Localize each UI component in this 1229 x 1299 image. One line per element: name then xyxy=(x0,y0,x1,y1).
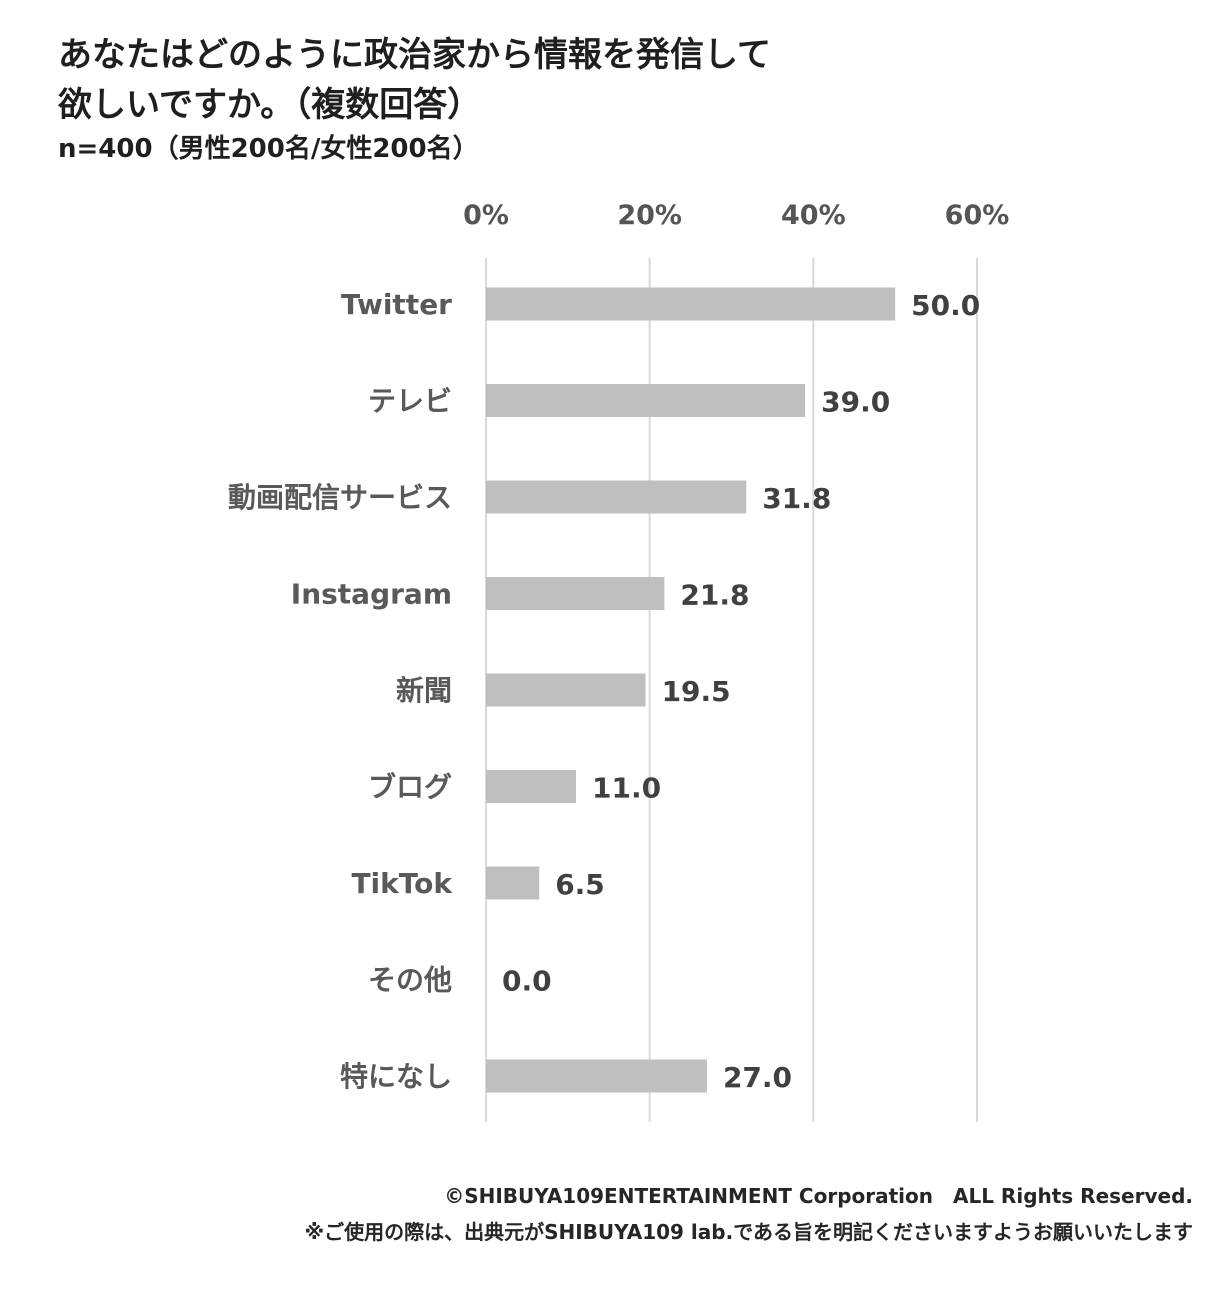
category-label: 動画配信サービス xyxy=(228,481,452,514)
bars xyxy=(486,287,896,1093)
category-label: ブログ xyxy=(368,771,452,804)
x-tick-label: 20% xyxy=(617,200,682,231)
chart-title: あなたはどのように政治家から情報を発信して 欲しいですか。（複数回答） xyxy=(58,30,1158,130)
data-label: 6.5 xyxy=(555,868,605,901)
data-label: 21.8 xyxy=(680,579,749,612)
usage-note: ※ご使用の際は、出典元がSHIBUYA109 lab.である旨を明記くださいます… xyxy=(304,1220,1193,1244)
data-label: 11.0 xyxy=(592,772,661,805)
value-labels: 50.0 39.0 31.8 21.8 19.5 11.0 6.5 0.0 27.0 xyxy=(502,289,980,1094)
category-label: Twitter xyxy=(341,288,452,321)
category-label: その他 xyxy=(368,964,452,997)
bar xyxy=(486,287,896,321)
data-label: 50.0 xyxy=(911,289,980,322)
bar xyxy=(486,673,646,707)
x-tick-label: 0% xyxy=(463,200,509,231)
category-label: 特になし xyxy=(340,1060,452,1093)
category-label: Instagram xyxy=(291,578,452,611)
category-label: テレビ xyxy=(368,385,452,418)
data-label: 27.0 xyxy=(723,1061,792,1094)
data-label: 0.0 xyxy=(502,965,552,998)
x-axis-ticks: 0% 20% 40% 60% xyxy=(463,200,1009,231)
chart-title-line-1: あなたはどのように政治家から情報を発信して xyxy=(58,35,771,75)
x-tick-label: 40% xyxy=(781,200,846,231)
copyright-text: ©SHIBUYA109ENTERTAINMENT Corporation ALL… xyxy=(444,1184,1193,1208)
category-label: TikTok xyxy=(351,867,453,900)
data-label: 39.0 xyxy=(821,386,890,419)
chart-title-line-2: 欲しいですか。（複数回答） xyxy=(58,85,482,125)
data-label: 31.8 xyxy=(762,482,831,515)
bar xyxy=(486,384,806,417)
bar xyxy=(486,577,665,610)
bar xyxy=(486,1059,707,1093)
chart-subtitle: n=400（男性200名/女性200名） xyxy=(58,134,479,164)
data-label: 19.5 xyxy=(662,675,731,708)
bar xyxy=(486,866,540,900)
bar xyxy=(486,770,577,803)
x-tick-label: 60% xyxy=(945,200,1010,231)
bar xyxy=(486,480,747,514)
category-label: 新聞 xyxy=(396,674,452,707)
